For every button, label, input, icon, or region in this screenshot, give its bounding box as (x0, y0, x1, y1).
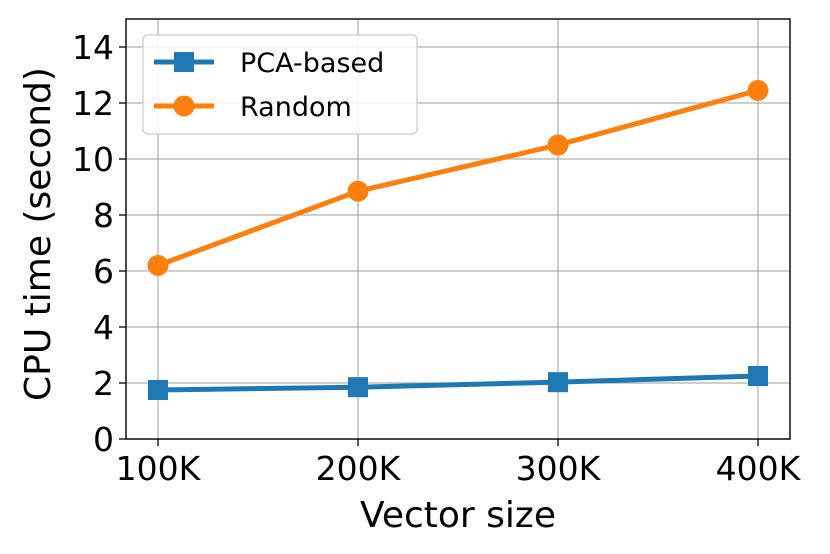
data-point (548, 372, 568, 393)
legend-label: Random (240, 92, 352, 123)
legend: PCA-based Random (142, 34, 418, 135)
legend-item: PCA-based (154, 48, 384, 79)
x-axis-label: Vector size (360, 495, 556, 536)
data-point (547, 134, 569, 156)
y-axis-label: CPU time (second) (18, 67, 59, 401)
y-tick-label: 2 (93, 364, 114, 403)
legend-label: PCA-based (240, 48, 384, 79)
x-tick-label: 200K (316, 449, 402, 488)
y-axis-ticks: 0 2 4 6 8 10 12 14 (72, 28, 126, 459)
x-axis-ticks: 100K 200K 300K 400K (116, 439, 802, 488)
data-point (148, 380, 168, 400)
legend-marker (174, 52, 194, 72)
y-tick-label: 8 (93, 196, 114, 235)
legend-item: Random (154, 92, 352, 123)
series-pca-based (148, 366, 768, 400)
series-layer (147, 79, 769, 400)
y-tick-label: 10 (72, 140, 114, 179)
x-tick-label: 400K (716, 449, 802, 488)
data-point (147, 254, 169, 276)
y-tick-label: 6 (93, 252, 114, 291)
x-tick-label: 100K (116, 449, 202, 488)
y-tick-label: 0 (93, 420, 114, 459)
data-point (747, 79, 769, 101)
data-point (748, 366, 768, 386)
series-line (157, 373, 759, 393)
y-tick-label: 12 (72, 84, 114, 123)
series-line (157, 87, 759, 268)
series-random (147, 79, 769, 276)
x-tick-label: 300K (516, 449, 602, 488)
data-point (348, 377, 368, 398)
y-tick-label: 4 (93, 308, 114, 347)
data-point (347, 180, 369, 202)
legend-marker (173, 95, 195, 117)
y-tick-label: 14 (72, 28, 114, 67)
plot-frame (125, 18, 791, 440)
